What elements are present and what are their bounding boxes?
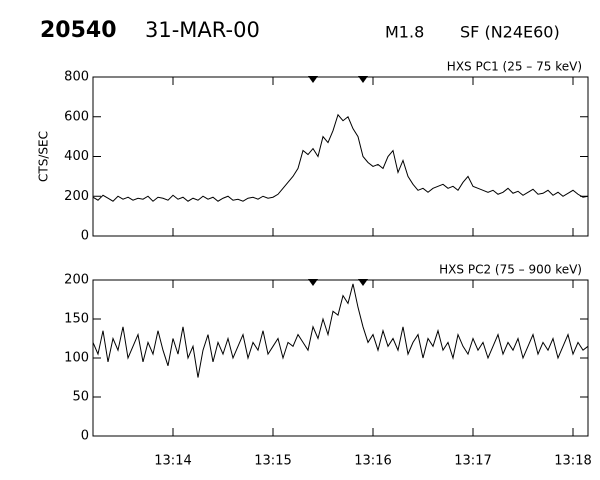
x-tick-label: 13:15 xyxy=(254,454,291,469)
time-marker xyxy=(358,76,368,83)
y-tick-label: 0 xyxy=(81,229,89,244)
x-tick-label: 13:14 xyxy=(154,454,191,469)
time-marker xyxy=(358,279,368,286)
y-tick-label: 600 xyxy=(64,109,89,124)
x-tick-label: 13:16 xyxy=(354,454,391,469)
panel-title: HXS PC2 (75 – 900 keV) xyxy=(439,263,582,277)
x-tick-label: 13:18 xyxy=(554,454,591,469)
time-marker xyxy=(308,76,318,83)
event-date: 31-MAR-00 xyxy=(145,18,260,42)
y-tick-label: 50 xyxy=(72,390,89,405)
x-tick-label: 13:17 xyxy=(454,454,491,469)
y-tick-label: 100 xyxy=(64,351,89,366)
y-tick-label: 0 xyxy=(81,429,89,444)
panel-title: HXS PC1 (25 – 75 keV) xyxy=(447,60,582,74)
y-tick-label: 200 xyxy=(64,189,89,204)
data-line xyxy=(92,113,589,202)
flare-location: SF (N24E60) xyxy=(460,23,560,42)
y-axis-label: CTS/SEC xyxy=(37,131,51,182)
event-id: 20540 xyxy=(40,18,117,43)
y-tick-label: 150 xyxy=(64,312,89,327)
y-tick-label: 200 xyxy=(64,273,89,288)
flare-class: M1.8 xyxy=(385,23,424,42)
y-tick-label: 800 xyxy=(64,70,89,85)
y-tick-label: 400 xyxy=(64,149,89,164)
time-marker xyxy=(308,279,318,286)
data-line xyxy=(92,283,589,378)
